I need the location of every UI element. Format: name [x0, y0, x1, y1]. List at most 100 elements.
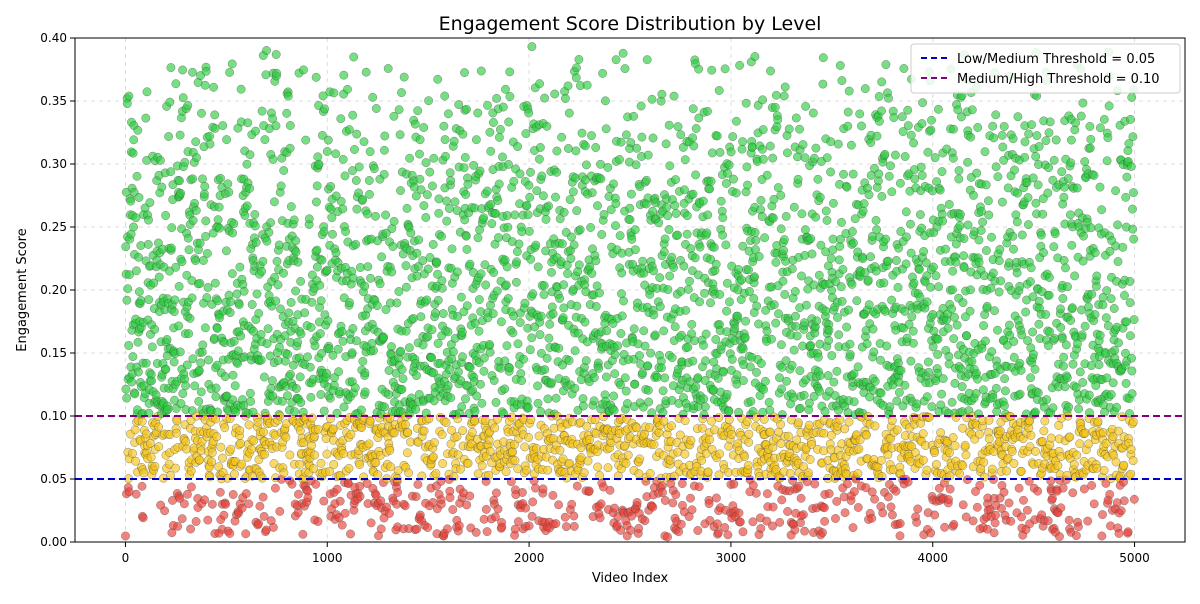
scatter-point-medium	[806, 455, 814, 463]
scatter-point-high	[941, 245, 949, 253]
scatter-point-high	[1064, 174, 1072, 182]
scatter-point-high	[707, 177, 715, 185]
scatter-point-low	[187, 483, 195, 491]
scatter-point-high	[167, 63, 175, 71]
scatter-point-high	[317, 390, 325, 398]
scatter-point-high	[251, 222, 259, 230]
scatter-point-high	[571, 347, 579, 355]
scatter-point-medium	[1070, 460, 1078, 468]
scatter-point-high	[601, 97, 609, 105]
scatter-point-high	[990, 307, 998, 315]
scatter-point-medium	[478, 462, 486, 470]
scatter-point-medium	[1073, 451, 1081, 459]
scatter-point-high	[722, 179, 730, 187]
scatter-point-high	[790, 203, 798, 211]
scatter-point-medium	[622, 459, 630, 467]
scatter-point-low	[518, 488, 526, 496]
scatter-point-medium	[357, 423, 365, 431]
scatter-point-high	[502, 281, 510, 289]
scatter-point-high	[186, 314, 194, 322]
scatter-point-high	[691, 254, 699, 262]
scatter-point-high	[956, 222, 964, 230]
scatter-point-high	[987, 233, 995, 241]
scatter-point-medium	[131, 426, 139, 434]
scatter-point-high	[1069, 360, 1077, 368]
scatter-point-high	[715, 86, 723, 94]
scatter-point-high	[618, 269, 626, 277]
scatter-point-low	[482, 505, 490, 513]
scatter-point-high	[352, 337, 360, 345]
scatter-point-high	[1078, 331, 1086, 339]
scatter-point-high	[1122, 193, 1130, 201]
scatter-point-high	[132, 214, 140, 222]
scatter-point-high	[338, 327, 346, 335]
scatter-point-high	[529, 290, 537, 298]
scatter-point-high	[163, 335, 171, 343]
scatter-point-high	[569, 188, 577, 196]
scatter-point-high	[497, 318, 505, 326]
scatter-point-high	[808, 250, 816, 258]
scatter-point-high	[689, 357, 697, 365]
scatter-point-high	[835, 256, 843, 264]
scatter-point-low	[763, 490, 771, 498]
scatter-point-medium	[218, 454, 226, 462]
scatter-point-high	[510, 177, 518, 185]
scatter-point-high	[878, 78, 886, 86]
scatter-point-high	[323, 147, 331, 155]
scatter-point-low	[610, 504, 618, 512]
scatter-point-high	[166, 98, 174, 106]
scatter-point-high	[801, 251, 809, 259]
scatter-point-high	[839, 170, 847, 178]
scatter-point-high	[788, 265, 796, 273]
scatter-point-high	[339, 205, 347, 213]
scatter-point-high	[433, 258, 441, 266]
scatter-point-high	[444, 110, 452, 118]
scatter-point-high	[213, 408, 221, 416]
scatter-point-high	[268, 376, 276, 384]
scatter-point-high	[683, 212, 691, 220]
scatter-point-low	[242, 489, 250, 497]
scatter-point-high	[837, 283, 845, 291]
scatter-point-low	[736, 518, 744, 526]
scatter-point-high	[659, 387, 667, 395]
scatter-point-high	[167, 244, 175, 252]
scatter-point-high	[619, 297, 627, 305]
scatter-point-high	[904, 121, 912, 129]
scatter-point-high	[200, 190, 208, 198]
scatter-point-high	[631, 226, 639, 234]
scatter-point-high	[512, 278, 520, 286]
scatter-point-high	[772, 91, 780, 99]
scatter-point-high	[663, 203, 671, 211]
scatter-point-high	[633, 144, 641, 152]
scatter-point-high	[1060, 353, 1068, 361]
scatter-point-high	[834, 140, 842, 148]
scatter-point-high	[366, 147, 374, 155]
scatter-point-low	[850, 487, 858, 495]
scatter-point-low	[138, 482, 146, 490]
scatter-point-high	[701, 403, 709, 411]
scatter-point-low	[1015, 484, 1023, 492]
scatter-point-high	[792, 322, 800, 330]
scatter-point-high	[525, 227, 533, 235]
scatter-point-medium	[727, 430, 735, 438]
scatter-point-medium	[715, 414, 723, 422]
scatter-point-high	[823, 216, 831, 224]
scatter-point-high	[240, 287, 248, 295]
scatter-point-low	[1090, 500, 1098, 508]
scatter-point-high	[302, 136, 310, 144]
scatter-point-high	[224, 180, 232, 188]
scatter-point-high	[451, 198, 459, 206]
scatter-point-high	[595, 364, 603, 372]
scatter-point-high	[252, 238, 260, 246]
scatter-point-high	[477, 67, 485, 75]
scatter-point-high	[927, 116, 935, 124]
scatter-point-high	[767, 335, 775, 343]
scatter-point-low	[294, 508, 302, 516]
scatter-point-medium	[923, 466, 931, 474]
scatter-point-high	[814, 353, 822, 361]
scatter-point-high	[699, 341, 707, 349]
scatter-point-medium	[236, 426, 244, 434]
scatter-point-low	[694, 526, 702, 534]
scatter-point-high	[717, 197, 725, 205]
scatter-point-high	[583, 81, 591, 89]
